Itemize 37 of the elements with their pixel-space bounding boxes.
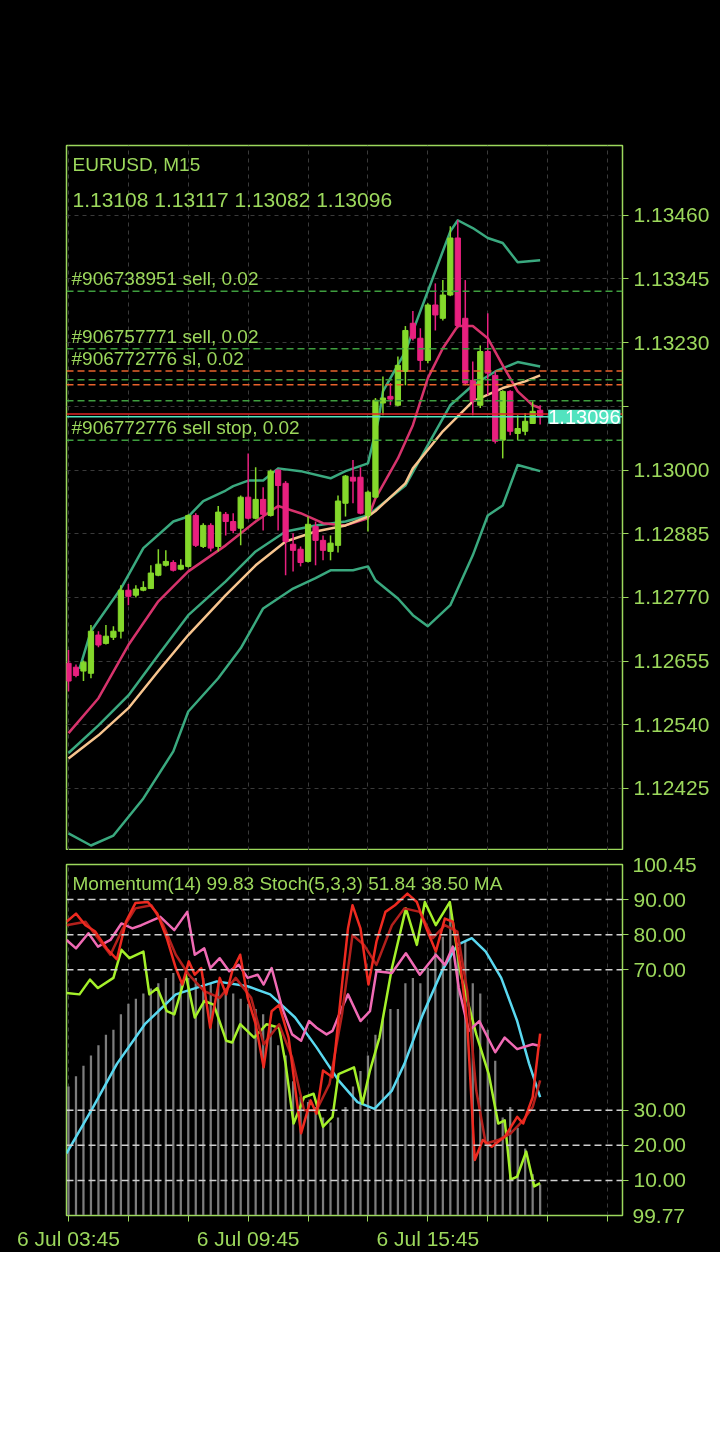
ref-line-label: #906738951 sell, 0.02 <box>71 268 259 290</box>
candlestick <box>252 466 259 521</box>
y-tick-label: 1.13230 <box>633 330 710 354</box>
y-tick-label: 20.00 <box>633 1133 687 1157</box>
candlestick <box>432 282 439 332</box>
y2-tick-label: 99.77 <box>632 1203 686 1227</box>
candlestick <box>245 452 252 521</box>
y-tick-label: 80.00 <box>633 922 687 946</box>
ref-line-label: #906757771 sell, 0.02 <box>71 325 259 347</box>
candlestick <box>207 522 214 553</box>
y-tick-label: 1.13000 <box>633 458 710 482</box>
y-tick-label: 1.12770 <box>633 585 710 609</box>
ref-line-label: #906772776 sell stop, 0.02 <box>71 417 300 439</box>
candlestick <box>125 583 132 606</box>
y-tick-label: 30.00 <box>633 1098 687 1122</box>
y-tick-label: 90.00 <box>633 887 687 911</box>
y-tick-label: 1.13345 <box>633 266 710 290</box>
y-tick-label: 70.00 <box>633 957 687 981</box>
candlestick <box>387 382 394 406</box>
x-tick-label: 6 Jul 09:45 <box>196 1226 300 1250</box>
y2-tick-label: 100.45 <box>632 852 697 876</box>
y-tick-label: 1.12655 <box>633 649 710 673</box>
chart-title: Momentum(14) 99.83 Stoch(5,3,3) 51.84 38.50 MA <box>72 872 503 894</box>
candlestick <box>200 522 207 549</box>
y-tick-label: 1.12540 <box>633 712 710 736</box>
x-tick-label: 6 Jul 03:45 <box>17 1226 120 1250</box>
text: 1.13108 1.13117 1.13082 1.13096 <box>72 187 393 211</box>
ref-line-label: 1.13096 <box>548 405 621 428</box>
y-tick-label: 1.12425 <box>633 776 710 800</box>
candlestick <box>260 486 267 532</box>
y-tick-label: 1.12885 <box>633 521 710 545</box>
candlestick <box>484 312 491 397</box>
chart-title: EURUSD, M15 <box>72 153 201 175</box>
ref-line-label: #906772776 sl, 0.02 <box>71 347 244 369</box>
y-tick-label: 10.00 <box>633 1168 687 1192</box>
y-tick-label: 1.13460 <box>633 203 710 227</box>
x-tick-label: 6 Jul 15:45 <box>376 1226 480 1250</box>
